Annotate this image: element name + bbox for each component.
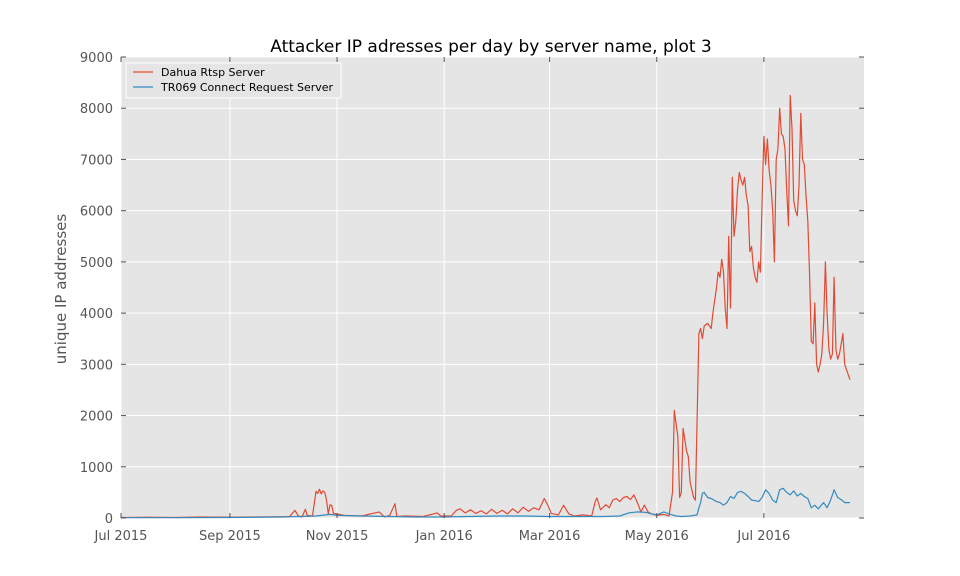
x-tick-label: Jul 2016	[736, 529, 790, 544]
x-tick-label: Mar 2016	[519, 529, 581, 544]
legend-label: TR069 Connect Request Server	[160, 81, 334, 94]
chart-title: Attacker IP adresses per day by server n…	[270, 37, 712, 57]
y-tick-label: 5000	[80, 256, 113, 271]
x-tick-label: Jan 2016	[415, 529, 473, 544]
y-tick-label: 9000	[80, 51, 113, 66]
series-lines	[120, 94, 851, 519]
legend: Dahua Rtsp Server TR069 Connect Request S…	[125, 62, 342, 99]
x-tick-label: May 2016	[625, 529, 689, 544]
series-line-dahua-rtsp-server	[120, 94, 851, 519]
plot-area-background	[121, 57, 864, 518]
y-tick-labels: 0 1000 2000 3000 4000 5000 6000 7000 8000 9000	[80, 51, 113, 527]
x-tick-label: Sep 2015	[199, 529, 261, 544]
y-tick-label: 3000	[80, 358, 113, 373]
grid-lines	[120, 56, 864, 519]
y-tick-label: 8000	[80, 102, 113, 117]
axis-ticks	[120, 56, 864, 519]
y-axis-label: unique IP addresses	[52, 214, 70, 365]
series-line-tr069-connect-request-server	[121, 487, 850, 519]
x-tick-labels: Jul 2015 Sep 2015 Nov 2015 Jan 2016 Mar 2016…	[94, 529, 791, 544]
legend-label: Dahua Rtsp Server	[161, 66, 265, 79]
x-tick-label: Jul 2015	[94, 529, 148, 544]
y-tick-label: 1000	[80, 461, 113, 476]
y-tick-label: 0	[105, 512, 113, 527]
x-tick-label: Nov 2015	[306, 529, 369, 544]
legend-box	[125, 62, 342, 99]
y-tick-label: 7000	[80, 153, 113, 168]
y-tick-label: 4000	[80, 307, 113, 322]
y-tick-label: 6000	[80, 205, 113, 220]
y-tick-label: 2000	[80, 410, 113, 425]
